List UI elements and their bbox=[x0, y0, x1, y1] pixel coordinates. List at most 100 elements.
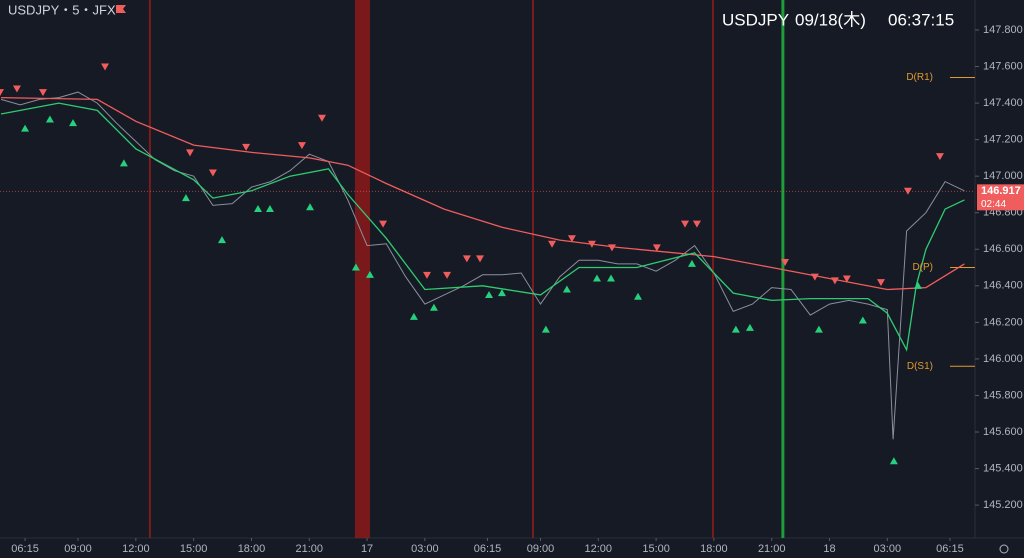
y-tick-label: 146.000 bbox=[983, 353, 1023, 365]
sell-signal bbox=[443, 271, 452, 279]
buy-signal bbox=[217, 236, 226, 244]
header-time: 06:37:15 bbox=[888, 10, 954, 29]
buy-signal bbox=[181, 194, 190, 202]
x-tick-label: 03:00 bbox=[411, 543, 439, 555]
x-tick-label: 21:00 bbox=[295, 543, 323, 555]
sell-signal bbox=[185, 149, 194, 157]
sell-signal bbox=[379, 220, 388, 228]
sell-signal bbox=[842, 275, 851, 283]
sell-signal bbox=[810, 273, 819, 281]
sell-signal bbox=[0, 89, 4, 97]
buy-signal bbox=[69, 119, 78, 127]
symbol: USDJPY・5・JFX bbox=[8, 2, 116, 17]
sell-signal bbox=[607, 244, 616, 252]
sell-signal bbox=[548, 240, 557, 248]
buy-signal bbox=[731, 325, 740, 333]
sell-signal bbox=[587, 240, 596, 248]
countdown: 02:44 bbox=[981, 199, 1006, 210]
last-price-tag bbox=[977, 184, 1024, 211]
buy-signal bbox=[21, 124, 30, 132]
sell-signal bbox=[38, 89, 47, 97]
y-tick-label: 147.400 bbox=[983, 97, 1023, 109]
x-tick-label: 06:15 bbox=[11, 543, 39, 555]
x-tick-label: 12:00 bbox=[585, 543, 613, 555]
price-line bbox=[0, 91, 965, 440]
buy-signal bbox=[814, 325, 823, 333]
buy-signal bbox=[119, 159, 128, 167]
sell-signal bbox=[317, 114, 326, 122]
y-tick-label: 145.400 bbox=[983, 462, 1023, 474]
buy-signal bbox=[265, 205, 274, 213]
moving-average bbox=[0, 102, 965, 352]
buy-signal bbox=[858, 316, 867, 324]
buy-signal bbox=[687, 259, 696, 267]
moving-average bbox=[0, 96, 965, 291]
y-tick-label: 147.800 bbox=[983, 24, 1023, 36]
buy-signal bbox=[633, 292, 642, 300]
sell-signal bbox=[422, 271, 431, 279]
buy-signal bbox=[592, 274, 601, 282]
y-tick-label: 145.600 bbox=[983, 426, 1023, 438]
flag-icon bbox=[116, 5, 126, 13]
sell-signal bbox=[692, 220, 701, 228]
y-tick-label: 146.200 bbox=[983, 316, 1023, 328]
sell-signal bbox=[475, 255, 484, 263]
buy-signal bbox=[562, 285, 571, 293]
sell-signal bbox=[681, 220, 690, 228]
x-tick-label: 21:00 bbox=[758, 543, 786, 555]
buy-signal bbox=[351, 263, 360, 271]
event-band bbox=[354, 0, 370, 538]
x-tick-label: 03:00 bbox=[874, 543, 902, 555]
x-tick-label: 15:00 bbox=[180, 543, 208, 555]
plot bbox=[0, 0, 975, 538]
sell-signal bbox=[101, 63, 110, 71]
sell-signal bbox=[12, 85, 21, 93]
x-tick-label: 06:15 bbox=[474, 543, 502, 555]
pivot-label: D(R1) bbox=[906, 72, 933, 83]
settings-icon[interactable] bbox=[999, 544, 1009, 554]
pivot-label: D(S1) bbox=[907, 361, 933, 372]
buy-signal bbox=[745, 323, 754, 331]
y-tick-label: 147.200 bbox=[983, 134, 1023, 146]
buy-signal bbox=[306, 203, 315, 211]
sell-signal bbox=[830, 277, 839, 285]
x-tick-label: 18:00 bbox=[238, 543, 266, 555]
buy-signal bbox=[45, 115, 54, 123]
buy-signal bbox=[497, 289, 506, 297]
sell-signal bbox=[567, 235, 576, 243]
buy-signal bbox=[607, 274, 616, 282]
sell-signal bbox=[297, 142, 306, 150]
sell-signal bbox=[876, 279, 885, 287]
buy-signal bbox=[365, 270, 374, 278]
y-tick-label: 146.600 bbox=[983, 243, 1023, 255]
y-tick-label: 147.000 bbox=[983, 170, 1023, 182]
sell-signal bbox=[903, 187, 912, 195]
sell-signal bbox=[935, 153, 944, 161]
sell-signal bbox=[208, 169, 217, 177]
y-tick-label: 147.600 bbox=[983, 60, 1023, 72]
buy-signal bbox=[913, 281, 922, 289]
y-tick-label: 145.200 bbox=[983, 499, 1023, 511]
x-tick-label: 12:00 bbox=[122, 543, 150, 555]
buy-signal bbox=[889, 457, 898, 465]
x-tick-label: 09:00 bbox=[527, 543, 555, 555]
pivot-label: D(P) bbox=[912, 262, 933, 273]
header-symbol: USDJPY bbox=[722, 10, 789, 29]
buy-signal bbox=[485, 290, 494, 298]
buy-signal bbox=[409, 312, 418, 320]
sell-signal bbox=[652, 244, 661, 252]
sell-signal bbox=[462, 255, 471, 263]
x-tick-label: 09:00 bbox=[64, 543, 92, 555]
y-tick-label: 145.800 bbox=[983, 389, 1023, 401]
sell-signal bbox=[781, 259, 790, 267]
buy-signal bbox=[254, 205, 263, 213]
buy-signal bbox=[429, 303, 438, 311]
last-price-label: 146.917 bbox=[981, 185, 1021, 197]
x-tick-label: 06:15 bbox=[936, 543, 964, 555]
buy-signal bbox=[541, 325, 550, 333]
x-tick-label: 18:00 bbox=[700, 543, 728, 555]
x-tick-label: 18 bbox=[823, 543, 835, 555]
x-tick-label: 17 bbox=[361, 543, 373, 555]
